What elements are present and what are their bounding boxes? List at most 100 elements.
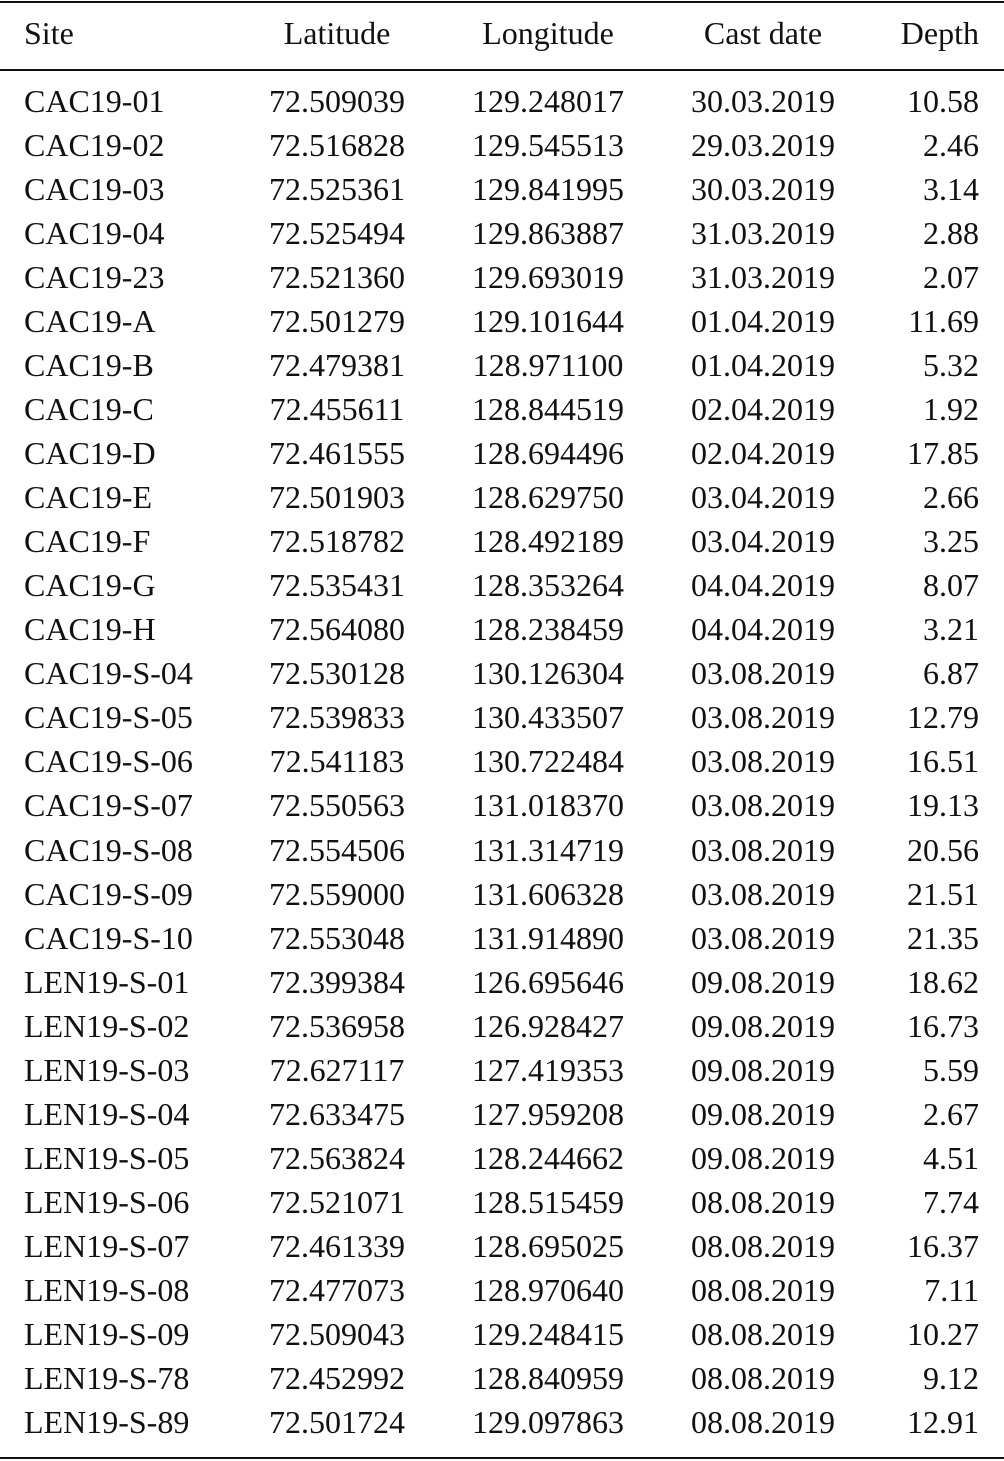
- table-cell: 72.521360: [269, 259, 405, 296]
- table-cell: 19.13: [907, 787, 979, 824]
- table-cell: 131.606328: [472, 875, 624, 912]
- table-cell: 128.515459: [472, 1183, 624, 1220]
- table-cell: 72.550563: [269, 787, 405, 824]
- table-cell: 129.841995: [472, 171, 624, 208]
- header-cell: Latitude: [283, 15, 391, 51]
- table-cell: 72.479381: [269, 347, 405, 384]
- header-cell: Longitude: [482, 15, 614, 51]
- table-cell: 17.85: [907, 435, 979, 472]
- table-cell: 72.563824: [269, 1139, 405, 1176]
- table-cell: 128.971100: [472, 347, 624, 384]
- table-cell: 31.03.2019: [691, 259, 835, 296]
- table-cell: 128.694496: [472, 435, 624, 472]
- table-cell: 04.04.2019: [691, 611, 835, 648]
- table-cell: 03.04.2019: [691, 479, 835, 516]
- table-cell: 131.914890: [472, 919, 624, 956]
- table-cell: 09.08.2019: [691, 1007, 835, 1044]
- table-cell: 03.08.2019: [691, 743, 835, 780]
- table-cell: 72.521071: [269, 1183, 405, 1220]
- bottom-rule: [0, 1457, 1004, 1459]
- table-cell: 72.559000: [269, 875, 405, 912]
- table-cell: 126.695646: [472, 963, 624, 1000]
- table-cell: 72.477073: [269, 1271, 405, 1308]
- table-cell: 130.433507: [472, 699, 624, 736]
- table-cell: 72.516828: [269, 127, 405, 164]
- table-cell: 03.04.2019: [691, 523, 835, 560]
- table-cell: CAC19-S-10: [24, 919, 193, 956]
- table-cell: CAC19-S-05: [24, 699, 193, 736]
- table-cell: 9.12: [923, 1359, 979, 1396]
- table-cell: 03.08.2019: [691, 875, 835, 912]
- table-cell: 29.03.2019: [691, 127, 835, 164]
- table-cell: 72.564080: [269, 611, 405, 648]
- table-cell: LEN19-S-02: [24, 1007, 190, 1044]
- header-cell: Site: [24, 15, 74, 51]
- table-cell: 08.08.2019: [691, 1271, 835, 1308]
- table-cell: 129.693019: [472, 259, 624, 296]
- table-cell: 04.04.2019: [691, 567, 835, 604]
- table-cell: 72.535431: [269, 567, 405, 604]
- table-cell: 129.248415: [472, 1315, 624, 1352]
- table-cell: LEN19-S-03: [24, 1051, 190, 1088]
- table-cell: 7.74: [923, 1183, 979, 1220]
- table-cell: CAC19-02: [24, 127, 165, 164]
- table-cell: 129.863887: [472, 215, 624, 252]
- table-cell: 72.553048: [269, 919, 405, 956]
- table-cell: 3.14: [923, 171, 979, 208]
- table-cell: 08.08.2019: [691, 1315, 835, 1352]
- table-cell: 03.08.2019: [691, 831, 835, 868]
- table-cell: 72.554506: [269, 831, 405, 868]
- table-cell: 2.07: [923, 259, 979, 296]
- table-cell: 09.08.2019: [691, 1139, 835, 1176]
- table-cell: 128.244662: [472, 1139, 624, 1176]
- table-cell: 2.88: [923, 215, 979, 252]
- table-cell: 128.238459: [472, 611, 624, 648]
- table-cell: 09.08.2019: [691, 1051, 835, 1088]
- table-cell: 5.59: [923, 1051, 979, 1088]
- header-cell: Cast date: [703, 15, 823, 51]
- table-cell: 6.87: [923, 655, 979, 692]
- table-cell: 18.62: [907, 963, 979, 1000]
- table-cell: 128.695025: [472, 1227, 624, 1264]
- table-cell: 2.66: [923, 479, 979, 516]
- table-cell: 72.541183: [269, 743, 405, 780]
- table-cell: 12.91: [907, 1403, 979, 1440]
- table-cell: 72.633475: [269, 1095, 405, 1132]
- table-cell: 72.501903: [269, 479, 405, 516]
- table-cell: 129.101644: [472, 303, 624, 340]
- table-cell: 126.928427: [472, 1007, 624, 1044]
- table-cell: CAC19-G: [24, 567, 156, 604]
- table-cell: 128.840959: [472, 1359, 624, 1396]
- table-cell: LEN19-S-78: [24, 1359, 190, 1396]
- table-cell: CAC19-A: [24, 303, 156, 340]
- table-cell: 16.37: [907, 1227, 979, 1264]
- table-cell: 02.04.2019: [691, 435, 835, 472]
- table-cell: 20.56: [907, 831, 979, 868]
- table-cell: 72.452992: [269, 1359, 405, 1396]
- table-cell: CAC19-S-08: [24, 831, 193, 868]
- table-cell: 10.27: [907, 1315, 979, 1352]
- table-cell: 10.58: [907, 83, 979, 119]
- table-cell: 72.399384: [269, 963, 405, 1000]
- table-cell: 03.08.2019: [691, 655, 835, 692]
- table-cell: 31.03.2019: [691, 215, 835, 252]
- table-cell: 72.518782: [269, 523, 405, 560]
- table-cell: 3.21: [923, 611, 979, 648]
- table-cell: 16.51: [907, 743, 979, 780]
- table-cell: CAC19-B: [24, 347, 154, 384]
- table-cell: 09.08.2019: [691, 963, 835, 1000]
- table-cell: 08.08.2019: [691, 1359, 835, 1396]
- table-cell: LEN19-S-07: [24, 1227, 190, 1264]
- table-cell: CAC19-S-04: [24, 655, 193, 692]
- table-cell: 16.73: [907, 1007, 979, 1044]
- table-cell: 72.455611: [269, 391, 405, 428]
- table-cell: 129.248017: [472, 83, 624, 119]
- header-cell: Depth: [900, 15, 979, 51]
- table-cell: 8.07: [923, 567, 979, 604]
- table-cell: 3.25: [923, 523, 979, 560]
- table-cell: CAC19-23: [24, 259, 165, 296]
- table-cell: 2.46: [923, 127, 979, 164]
- table-cell: 129.545513: [472, 127, 624, 164]
- table-cell: 03.08.2019: [691, 699, 835, 736]
